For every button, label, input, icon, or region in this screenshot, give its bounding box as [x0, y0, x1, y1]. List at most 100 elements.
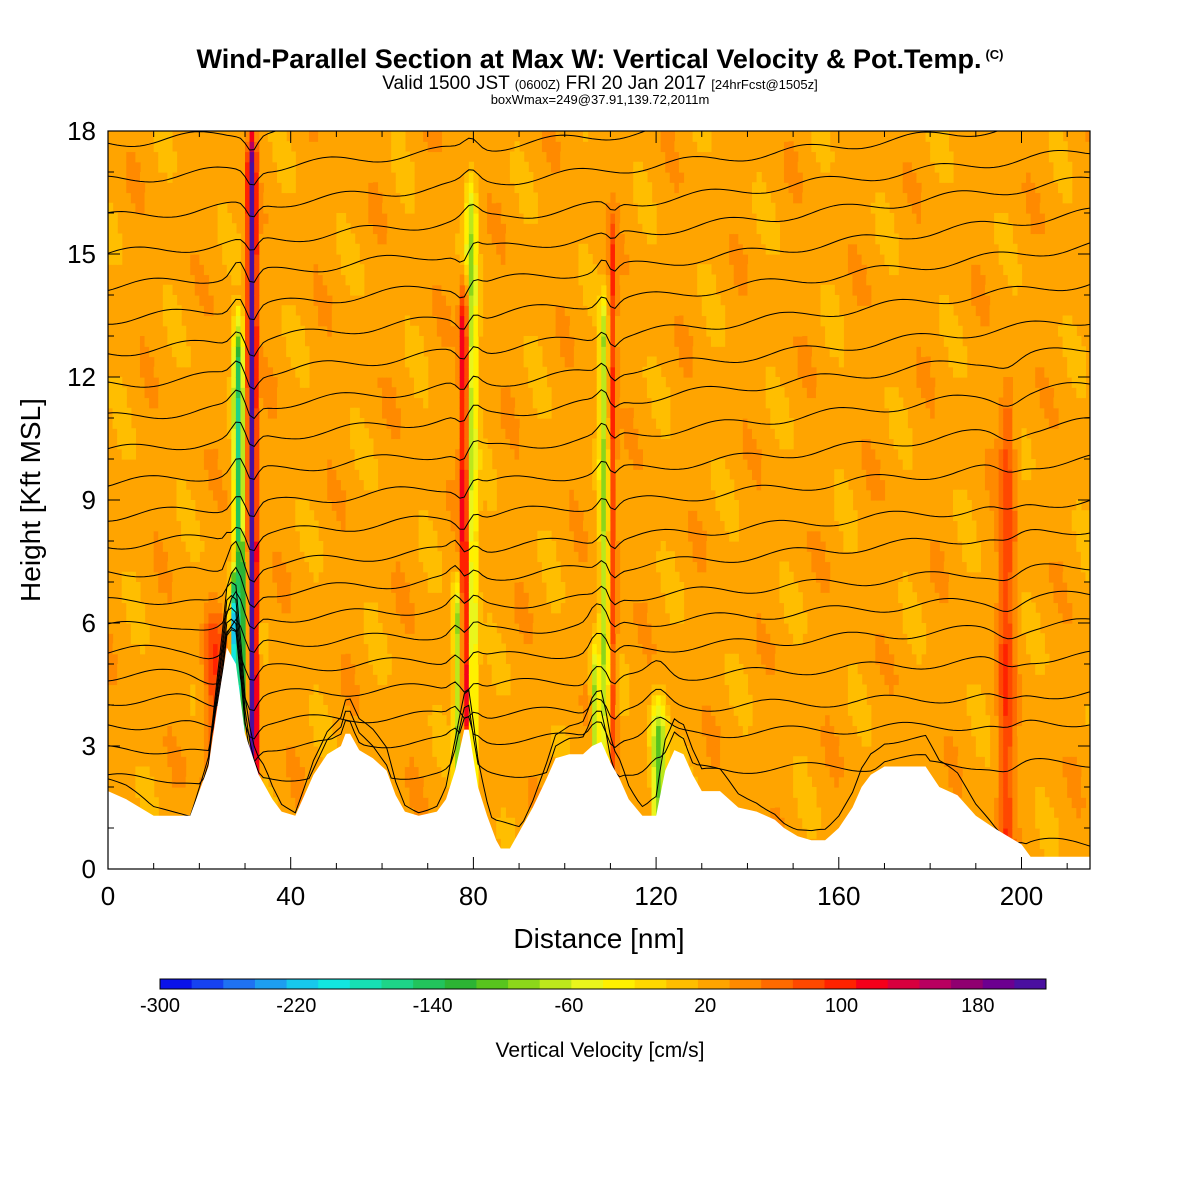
w-cell [1007, 407, 1013, 419]
w-cell [295, 746, 301, 757]
w-cell [797, 623, 803, 634]
w-cell [934, 131, 940, 142]
w-cell [614, 366, 621, 378]
w-cell [468, 633, 474, 645]
w-cell [934, 571, 940, 583]
w-cell [669, 592, 675, 604]
w-cell [139, 356, 146, 368]
w-cell [998, 479, 1004, 491]
w-cell [1080, 561, 1087, 573]
w-cell [395, 131, 401, 142]
w-cell [436, 305, 443, 317]
w-cell [907, 172, 913, 183]
w-cell [226, 407, 232, 419]
w-cell [459, 418, 465, 429]
w-cell [213, 602, 219, 614]
w-cell [1026, 172, 1032, 183]
w-cell [354, 264, 360, 276]
w-cell [537, 387, 543, 399]
colorbar: -300 -220 -140 -60 20 100 180 [140, 978, 1047, 1017]
w-cell [1012, 428, 1018, 440]
w-cell [436, 725, 443, 737]
w-cell [473, 756, 479, 768]
w-cell [738, 684, 744, 696]
w-cell [1003, 264, 1009, 276]
w-cell [683, 346, 689, 358]
w-cell [934, 161, 940, 173]
w-cell [989, 489, 995, 501]
w-cell [788, 161, 794, 173]
w-cell [491, 202, 497, 214]
w-cell [149, 807, 155, 819]
w-cell [231, 561, 237, 573]
w-cell [605, 530, 612, 542]
w-cell [889, 643, 895, 655]
w-cell [258, 213, 264, 224]
w-cell [610, 746, 616, 757]
w-cell [108, 233, 114, 245]
w-cell [473, 612, 479, 624]
w-cell [519, 151, 525, 163]
w-cell [583, 694, 589, 706]
w-cell [610, 315, 616, 327]
w-cell [1016, 274, 1023, 286]
w-cell [464, 510, 470, 522]
w-cell [459, 295, 465, 306]
w-cell [697, 541, 703, 552]
w-cell [674, 151, 680, 163]
w-cell [765, 674, 771, 686]
w-cell [441, 766, 447, 778]
w-cell [117, 233, 123, 245]
w-cell [797, 612, 803, 624]
w-cell [797, 592, 803, 604]
w-cell [190, 274, 196, 286]
w-cell [779, 141, 785, 153]
w-cell [464, 705, 470, 716]
w-cell [240, 387, 246, 399]
w-cell [998, 787, 1004, 798]
w-cell [697, 274, 703, 286]
w-cell [445, 346, 452, 358]
w-cell [907, 182, 913, 194]
w-cell [409, 172, 415, 183]
w-cell [528, 766, 534, 778]
w-cell [605, 746, 612, 757]
w-cell [930, 377, 936, 388]
w-cell [555, 305, 561, 317]
w-cell [308, 274, 315, 286]
w-cell [537, 356, 543, 368]
w-cell [231, 643, 237, 655]
w-cell [423, 787, 429, 798]
w-cell [843, 510, 849, 522]
w-cell [551, 305, 557, 317]
w-cell [596, 715, 602, 727]
w-cell [879, 500, 886, 511]
w-cell [761, 633, 767, 645]
w-cell [491, 643, 497, 655]
w-cell [222, 243, 228, 255]
w-cell [587, 664, 593, 675]
w-cell [382, 233, 388, 245]
w-cell [710, 756, 717, 768]
w-cell [907, 623, 913, 634]
w-cell [592, 479, 598, 491]
w-cell [153, 797, 159, 809]
w-cell [541, 397, 548, 409]
w-cell [537, 377, 543, 388]
w-cell [902, 571, 908, 583]
w-cell [838, 469, 844, 481]
w-cell [596, 582, 602, 593]
w-cell [1012, 756, 1018, 768]
w-cell [235, 674, 242, 686]
w-cell [797, 756, 803, 768]
w-cell [852, 694, 858, 706]
w-cell [468, 295, 474, 306]
w-cell [948, 161, 954, 173]
w-cell [660, 141, 666, 153]
w-cell [747, 448, 753, 460]
w-cell [199, 664, 205, 675]
w-cell [126, 418, 132, 429]
w-cell [907, 428, 913, 440]
w-cell [208, 295, 214, 306]
w-cell [1012, 551, 1018, 563]
